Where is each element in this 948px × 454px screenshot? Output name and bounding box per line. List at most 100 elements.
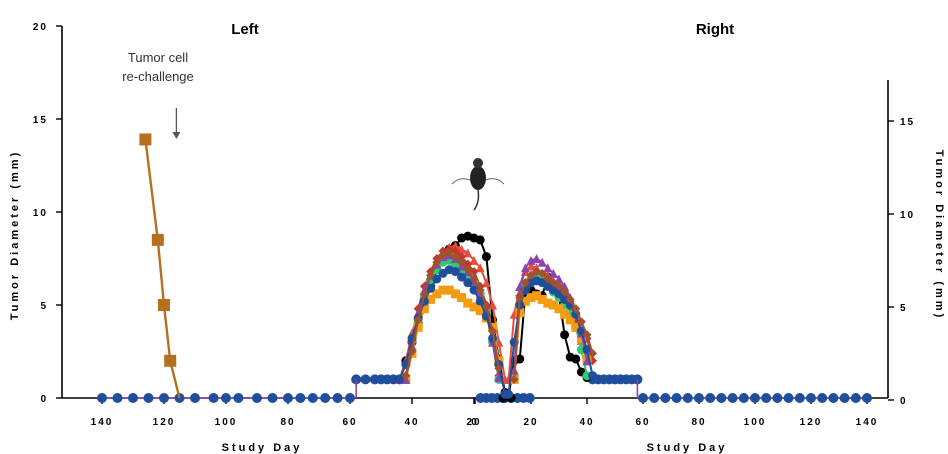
data-point — [463, 278, 473, 288]
data-point — [761, 393, 772, 403]
data-point — [252, 393, 262, 403]
y-tick-label-left: 15 — [33, 115, 48, 126]
data-point — [432, 257, 442, 267]
data-point — [576, 333, 586, 343]
data-point — [267, 393, 278, 403]
data-point — [426, 270, 436, 280]
x-tick-label-left: 40 — [404, 417, 419, 428]
annotation-line-1: Tumor cell — [128, 50, 188, 65]
x-tick-label-right: 40 — [579, 417, 594, 428]
data-point — [565, 294, 575, 304]
data-point — [469, 285, 479, 295]
data-point — [481, 302, 491, 312]
data-point — [750, 393, 760, 403]
x-axis-title-right: Study Day — [647, 442, 728, 454]
data-layer — [97, 133, 872, 403]
data-point — [588, 348, 598, 358]
data-point — [233, 393, 244, 403]
x-tick-label-right: 100 — [744, 417, 767, 428]
data-point — [164, 354, 177, 367]
data-point — [463, 248, 473, 258]
data-point — [426, 283, 436, 293]
data-point — [128, 393, 138, 403]
data-point — [560, 287, 570, 297]
mouse-icon — [451, 158, 505, 211]
y-tick-label-right: 10 — [900, 210, 915, 221]
data-point — [548, 300, 558, 310]
data-point — [515, 354, 525, 364]
data-point — [660, 393, 671, 403]
x-tick-label-right: 80 — [691, 417, 706, 428]
data-point — [143, 393, 154, 403]
data-point — [526, 293, 536, 303]
data-point — [850, 393, 861, 403]
data-point — [537, 294, 547, 304]
data-point — [649, 393, 660, 403]
x-tick-label-right: 20 — [523, 417, 538, 428]
y-tick-label-left: 20 — [33, 22, 48, 33]
y-tick-label-right: 5 — [900, 303, 908, 314]
data-point — [360, 374, 371, 385]
data-point — [509, 374, 519, 384]
data-point — [481, 278, 491, 288]
data-point — [582, 345, 592, 355]
data-point — [548, 278, 558, 288]
data-point — [438, 285, 448, 295]
data-point — [576, 317, 586, 327]
data-point — [526, 270, 536, 280]
data-point — [638, 393, 648, 403]
data-point — [457, 272, 467, 282]
data-point — [332, 393, 343, 403]
data-point — [475, 306, 485, 316]
data-point — [444, 285, 454, 295]
x-tick-label-left: 140 — [91, 417, 114, 428]
data-point — [543, 263, 553, 273]
data-point — [419, 304, 429, 314]
y-tick-label-right: 0 — [900, 396, 908, 407]
x-tick-label-right: 140 — [856, 417, 879, 428]
data-point — [345, 393, 355, 403]
data-point — [444, 248, 454, 258]
data-point — [727, 393, 738, 403]
y-axis-title-right: Tumor Diameter (mm) — [933, 150, 945, 320]
data-point — [554, 304, 564, 314]
annotation-arrowhead — [172, 132, 181, 139]
data-point — [588, 371, 598, 381]
data-point — [475, 263, 485, 273]
data-point — [450, 240, 460, 250]
data-point — [463, 265, 473, 275]
data-point — [532, 254, 542, 263]
series-line-left — [404, 251, 500, 376]
data-point — [565, 315, 575, 325]
data-point — [307, 393, 318, 403]
data-point — [413, 322, 423, 332]
data-point — [463, 298, 473, 308]
data-point — [426, 294, 436, 304]
data-point — [537, 257, 547, 267]
data-point — [582, 330, 592, 340]
data-point — [520, 263, 530, 273]
data-point — [450, 267, 460, 277]
data-point — [524, 393, 535, 403]
data-point — [839, 393, 850, 403]
data-point — [738, 393, 749, 403]
left-panel-title: Left — [231, 21, 259, 38]
label-layer: Left Right Tumor cell re-challenge Study… — [9, 21, 945, 454]
data-point — [475, 235, 485, 245]
data-point — [560, 330, 570, 340]
data-point — [407, 347, 417, 356]
right-panel-title: Right — [696, 21, 734, 38]
data-point — [716, 393, 727, 403]
data-point — [571, 354, 581, 364]
x-tick-label-left: 20 — [466, 417, 481, 428]
data-point — [772, 393, 783, 403]
data-point — [515, 307, 525, 317]
data-point — [520, 296, 530, 306]
data-point — [694, 393, 704, 403]
data-point — [469, 255, 479, 265]
data-point — [794, 393, 805, 403]
x-tick-label-left: 80 — [280, 417, 295, 428]
data-point — [543, 274, 553, 284]
data-point — [532, 291, 542, 301]
